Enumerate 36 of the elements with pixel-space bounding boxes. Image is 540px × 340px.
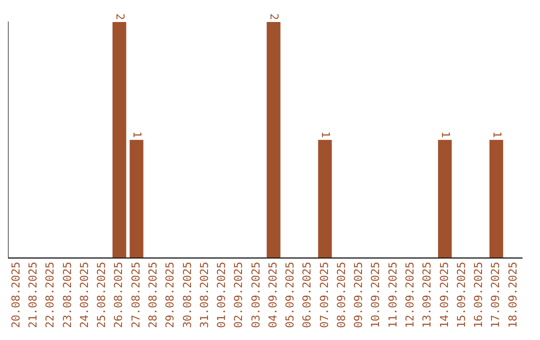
x-tick-label: 31.08.2025 [198,262,211,328]
data-label: 1 [439,131,452,138]
x-tick-label: 30.08.2025 [180,262,194,328]
x-tick-label: 14.09.2025 [438,262,451,328]
x-tick-label: 05.09.2025 [284,262,297,328]
x-tick-label: 04.09.2025 [266,262,280,328]
x-tick-label: 22.08.2025 [44,262,57,328]
x-tick-label: 25.08.2025 [95,262,108,328]
x-tick-label: 15.09.2025 [454,262,468,328]
x-tick-label: 02.09.2025 [232,262,246,328]
x-tick-label: 24.08.2025 [78,262,91,328]
x-tick-label: 28.08.2025 [146,262,160,328]
data-label: 2 [268,13,281,20]
x-tick-label: 07.09.2025 [318,262,331,328]
data-label: 1 [130,131,144,138]
x-tick-label: 27.08.2025 [129,262,142,328]
x-tick-label: 18.09.2025 [506,262,520,328]
x-tick-label: 26.08.2025 [112,262,126,328]
x-tick-label: 06.09.2025 [300,262,314,328]
x-tick-label: 03.09.2025 [249,262,262,328]
data-label: 2 [114,13,127,20]
x-tick-label: 20.08.2025 [9,262,22,328]
data-label: 1 [490,131,504,138]
x-tick-label: 11.09.2025 [386,262,400,328]
x-tick-label: 09.09.2025 [352,262,366,328]
x-tick-label: 23.08.2025 [60,262,74,328]
data-label: 1 [319,131,332,138]
x-tick-label: 17.09.2025 [489,262,502,328]
x-tick-label: 10.09.2025 [369,262,382,328]
x-tick-label: 16.09.2025 [472,262,486,328]
x-tick-label: 01.09.2025 [215,262,228,328]
x-tick-label: 13.09.2025 [420,262,434,328]
x-tick-label: 21.08.2025 [26,262,40,328]
x-tick-label: 08.09.2025 [334,262,348,328]
x-tick-label: 29.08.2025 [164,262,177,328]
x-tick-label: 12.09.2025 [403,262,416,328]
